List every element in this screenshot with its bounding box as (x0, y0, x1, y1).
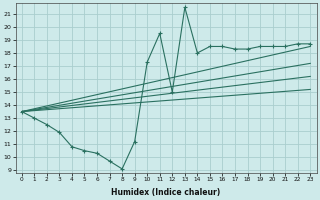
X-axis label: Humidex (Indice chaleur): Humidex (Indice chaleur) (111, 188, 221, 197)
